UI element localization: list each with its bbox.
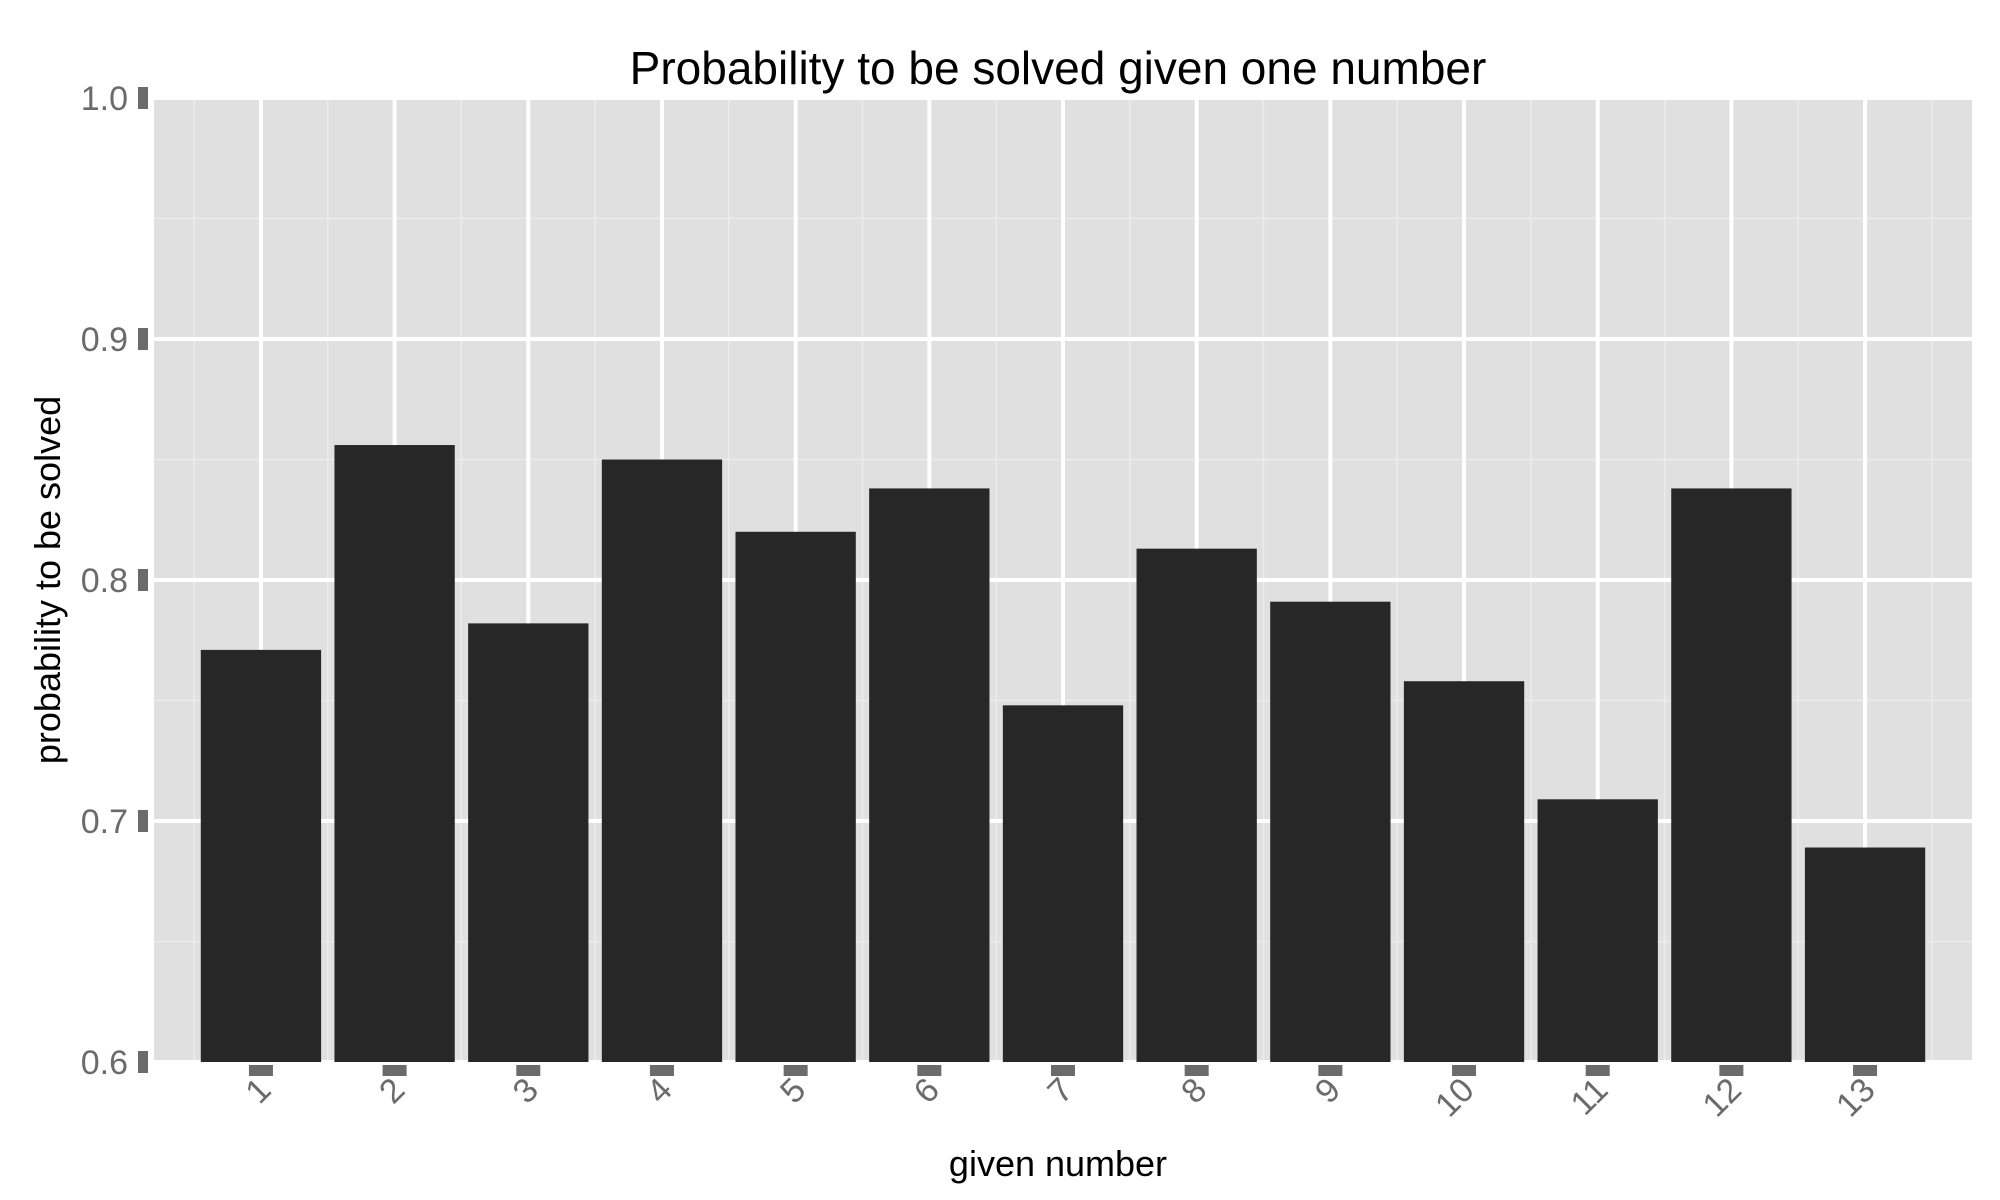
y-axis-ticks: 0.6 0.7 0.8 0.9 1.0 [81, 80, 148, 1082]
y-tick-mark [138, 569, 148, 591]
bar-6 [869, 488, 990, 1062]
x-tick-mark [1318, 1065, 1343, 1076]
x-tick-mark [1719, 1065, 1744, 1076]
x-tick-label: 12 [1695, 1071, 1749, 1125]
chart-title: Probability to be solved given one numbe… [630, 42, 1487, 94]
bar-4 [601, 459, 723, 1062]
bar-7 [1002, 705, 1124, 1062]
x-tick-label: 8 [1174, 1071, 1214, 1111]
x-tick-label: 5 [773, 1071, 813, 1111]
x-tick-label: 6 [907, 1071, 947, 1111]
x-tick-label: 9 [1308, 1071, 1348, 1111]
x-tick-mark [516, 1065, 541, 1076]
x-tick-mark [783, 1065, 808, 1076]
y-tick-label: 0.6 [81, 1044, 128, 1082]
bar-10 [1403, 681, 1525, 1062]
x-axis-title: given number [949, 1143, 1167, 1184]
x-tick-label: 7 [1040, 1071, 1080, 1111]
x-tick-label: 4 [639, 1071, 679, 1111]
x-tick-label: 13 [1829, 1071, 1883, 1125]
x-tick-mark [1452, 1065, 1477, 1076]
x-tick-mark [917, 1065, 942, 1076]
bar-5 [735, 531, 856, 1062]
x-tick-label: 10 [1428, 1071, 1482, 1125]
y-tick-label: 0.9 [81, 321, 128, 359]
x-tick-mark [649, 1065, 674, 1076]
x-tick-label: 3 [506, 1071, 546, 1111]
y-tick-label: 0.7 [81, 803, 128, 841]
y-tick-label: 0.8 [81, 562, 128, 600]
bar-13 [1804, 847, 1926, 1062]
x-tick-label: 11 [1564, 1071, 1616, 1123]
bar-3 [468, 623, 589, 1062]
x-tick-mark [1184, 1065, 1209, 1076]
bar-1 [200, 649, 322, 1062]
x-tick-mark [1853, 1065, 1878, 1076]
x-tick-mark [382, 1065, 407, 1076]
bar-8 [1136, 548, 1257, 1062]
x-tick-mark [248, 1065, 273, 1076]
x-tick-label: 1 [238, 1071, 278, 1111]
y-tick-mark [138, 87, 148, 109]
bar-11 [1537, 799, 1658, 1062]
x-tick-label: 2 [372, 1071, 412, 1111]
y-axis-title: probability to be solved [27, 396, 68, 764]
x-axis-ticks: 1 2 3 4 5 6 7 8 9 10 11 12 13 [238, 1065, 1883, 1125]
x-tick-mark [1051, 1065, 1075, 1076]
bar-9 [1270, 601, 1391, 1062]
y-tick-mark [138, 1051, 148, 1073]
y-tick-mark [138, 328, 148, 350]
y-tick-mark [138, 810, 148, 832]
bar-2 [334, 445, 455, 1062]
bars [200, 445, 1926, 1062]
bar-12 [1671, 488, 1792, 1062]
y-tick-label: 1.0 [81, 80, 128, 118]
x-tick-mark [1585, 1065, 1610, 1076]
